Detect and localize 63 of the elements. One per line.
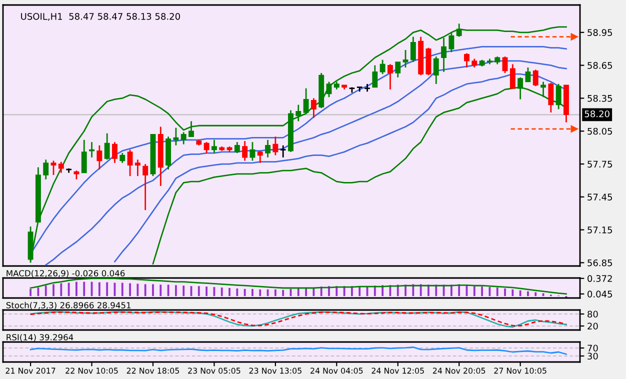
candlestick [433,56,439,85]
candlestick [310,98,316,119]
candlestick [510,64,516,90]
candlestick [326,81,332,98]
candlestick [502,56,508,74]
y-tick-label: 58.35 [588,94,612,102]
candlestick [532,69,538,87]
chart-title: RSI(14) 39.2964 [6,334,74,342]
candlestick [441,37,447,73]
candlestick [188,120,194,138]
candlestick [180,132,186,145]
candlestick [43,158,49,180]
chart-title: Stoch(7,3,3) 26.8966 28.9451 [6,302,131,310]
candlestick [134,158,140,177]
y-tick-label: 0.372 [588,275,612,282]
candlestick [127,149,133,177]
text: USOIL,H1 58.47 58.47 58.13 58.20 [21,12,180,21]
candlestick [280,144,286,158]
candlestick [257,150,263,164]
candlestick [112,141,118,164]
y-tick-label: 57.15 [588,226,612,234]
candlestick [410,36,416,63]
candlestick [402,49,408,68]
candlestick [250,141,256,162]
candlestick [272,136,278,156]
candlestick [242,140,248,162]
candlestick [104,132,110,160]
y-tick-label: 70 [588,344,598,352]
candlestick [372,64,378,88]
candlestick [58,161,64,174]
candlestick [81,139,87,174]
candlestick [96,144,102,170]
y-tick-label: 56.85 [588,259,612,266]
y-tick-label: 80 [588,310,598,318]
candlestick [50,160,56,176]
candlestick [211,139,217,154]
y-tick-label: 0.045 [588,290,612,298]
candlestick [448,32,454,53]
line-series [30,346,567,355]
candlestick [173,127,179,146]
candlestick [464,52,470,68]
candlestick [548,82,554,114]
candlestick [395,61,401,78]
chart-title: MACD(12,26,9) -0.026 0.046 [6,270,125,278]
candlestick [120,152,126,164]
ref-line-label: 58.20 [584,110,610,118]
y-tick-label: 58.65 [588,62,612,69]
y-tick-label: 30 [588,352,598,360]
candlestick [204,141,210,154]
candlestick [380,59,386,75]
candlestick [296,104,302,122]
candlestick [265,139,270,158]
line-series [30,278,567,295]
y-tick-label: 57.45 [588,194,612,200]
candlestick [525,66,531,82]
y-tick-label: 58.95 [588,29,612,36]
y-tick-label: 57.75 [588,160,612,168]
candlestick [234,141,240,154]
y-tick-label: 58.05 [588,128,612,135]
y-tick-label: 20 [588,322,598,330]
candlestick [303,88,309,114]
candlestick [387,64,393,90]
candlestick [142,163,148,211]
